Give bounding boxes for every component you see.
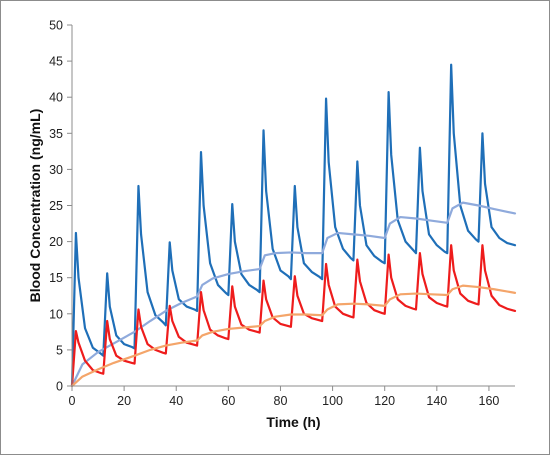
y-tick-label: 5 — [56, 343, 63, 357]
series-line-4 — [70, 284, 517, 388]
y-tick-label: 10 — [49, 307, 63, 321]
series-layer — [70, 63, 517, 388]
y-tick-label: 20 — [49, 235, 63, 249]
x-tick-label: 60 — [221, 394, 235, 408]
y-tick-label: 40 — [49, 91, 63, 105]
y-tick-label: 45 — [49, 55, 63, 69]
x-tick-label: 160 — [479, 394, 500, 408]
y-tick-label: 0 — [56, 380, 63, 394]
y-tick-label: 30 — [49, 163, 63, 177]
x-tick-label: 140 — [426, 394, 447, 408]
series-line-2 — [70, 201, 517, 388]
x-tick-label: 0 — [69, 394, 76, 408]
series-line-3 — [70, 244, 517, 388]
y-axis-title: Blood Concentration (ng/mL) — [27, 109, 43, 303]
y-tick-label: 15 — [49, 271, 63, 285]
y-tick-label: 25 — [49, 199, 63, 213]
x-axis-title: Time (h) — [266, 414, 320, 430]
x-tick-label: 20 — [117, 394, 131, 408]
x-tick-label: 40 — [169, 394, 183, 408]
y-tick-label: 50 — [49, 19, 63, 33]
series-line-1 — [70, 63, 517, 388]
ticks-layer: 0 5 10 15 20 25 30 35 40 45 50 0 20 40 60 80 100 120 140 16… — [49, 19, 499, 409]
x-tick-label: 120 — [374, 394, 395, 408]
x-tick-label: 100 — [322, 394, 343, 408]
y-tick-label: 35 — [49, 127, 63, 141]
x-tick-label: 80 — [274, 394, 288, 408]
